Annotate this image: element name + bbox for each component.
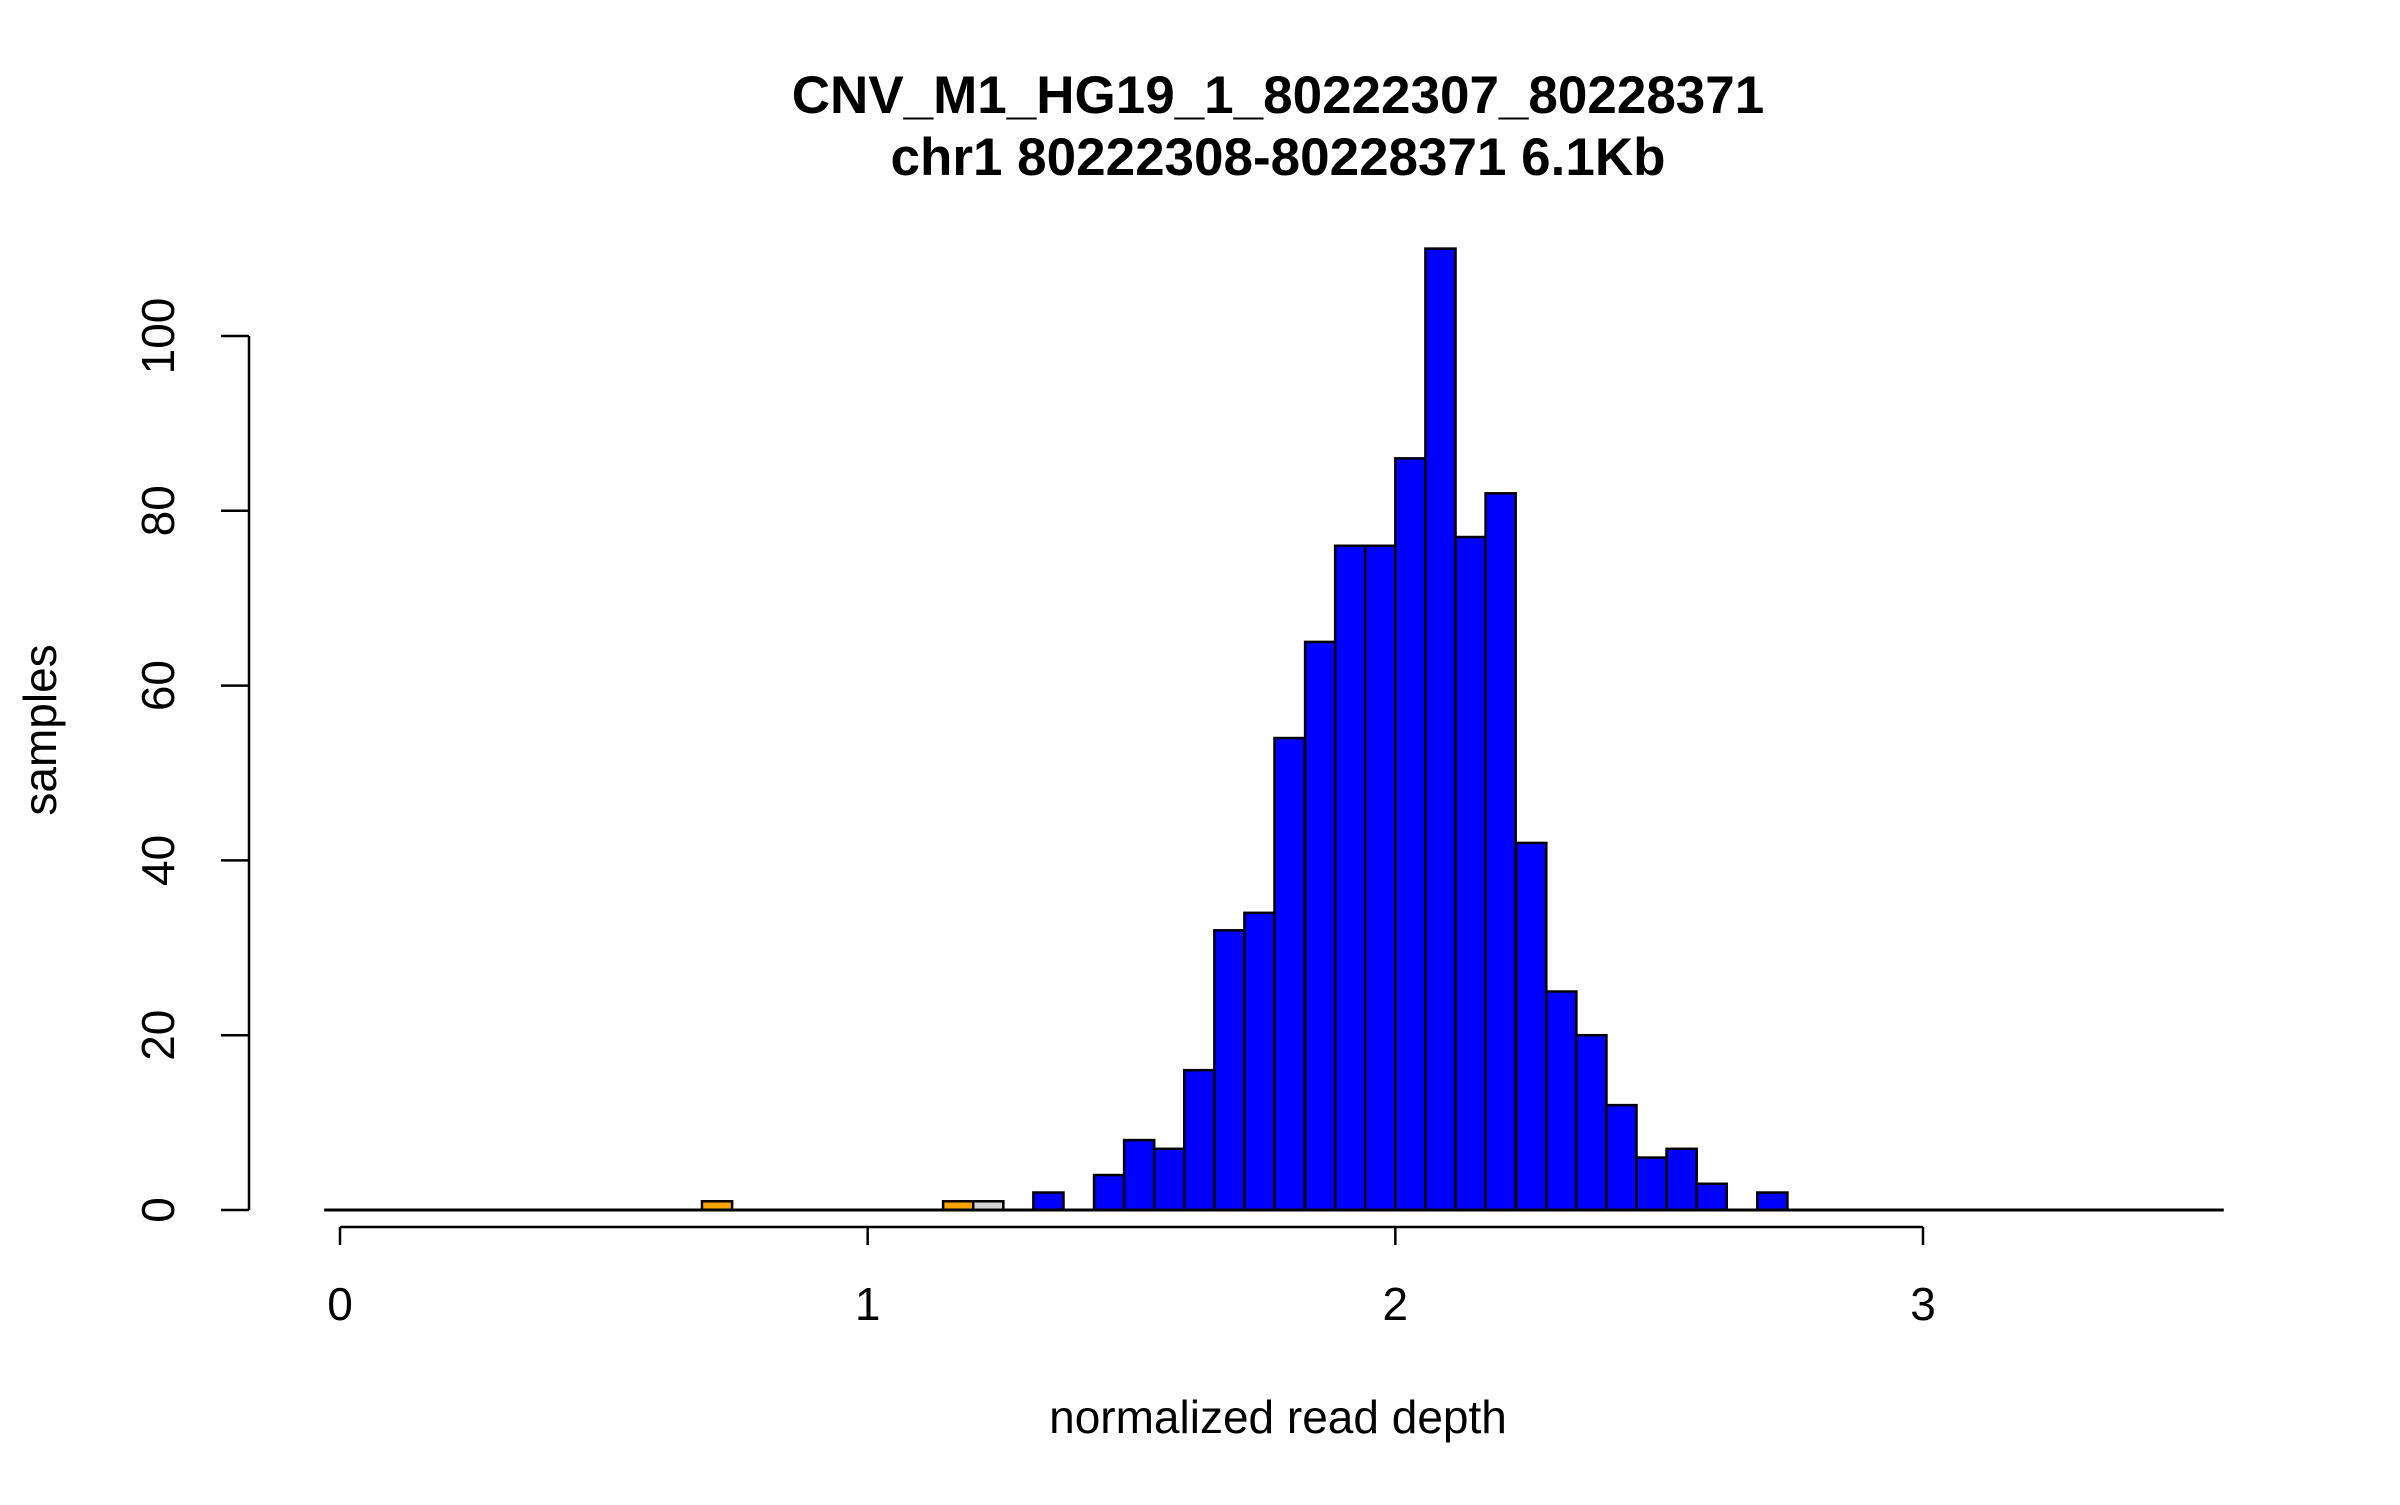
histogram-bar xyxy=(1635,1156,1668,1212)
histogram-bar xyxy=(1665,1147,1698,1212)
histogram-bar xyxy=(1092,1173,1126,1212)
x-tick-label: 3 xyxy=(1910,1278,1936,1330)
histogram-bar xyxy=(1032,1191,1065,1212)
y-tick-label: 20 xyxy=(132,1010,184,1061)
histogram-bar xyxy=(1394,457,1427,1212)
x-tick-label: 0 xyxy=(327,1278,353,1330)
histogram-bar xyxy=(1122,1138,1156,1212)
histogram-bar xyxy=(1152,1147,1186,1212)
chart-title: CNV_M1_HG19_1_80222307_80228371 xyxy=(792,66,1764,125)
histogram-bar xyxy=(1364,544,1397,1212)
histogram-bar xyxy=(1454,535,1487,1212)
histogram-bar xyxy=(1243,911,1276,1212)
y-tick-label: 60 xyxy=(132,660,184,711)
histogram-bars xyxy=(700,247,1789,1212)
histogram-bar xyxy=(1484,492,1517,1212)
y-axis: 0 20 40 60 80 100 xyxy=(132,298,251,1223)
histogram-bar xyxy=(1544,990,1578,1212)
y-axis-label: samples xyxy=(14,644,66,815)
histogram-bar xyxy=(1213,929,1246,1212)
x-tick-label: 1 xyxy=(855,1278,881,1330)
histogram-bar xyxy=(1514,841,1548,1212)
histogram-bar xyxy=(1575,1033,1608,1212)
x-axis: 0 1 2 3 xyxy=(327,1225,1936,1330)
histogram-bar xyxy=(1756,1191,1789,1212)
y-tick-label: 80 xyxy=(132,485,184,536)
histogram-bar xyxy=(1183,1068,1216,1212)
x-tick-label: 2 xyxy=(1383,1278,1409,1330)
y-tick-label: 100 xyxy=(132,298,184,375)
histogram-bar xyxy=(1695,1182,1729,1212)
histogram-bar xyxy=(1303,640,1337,1212)
histogram-bar xyxy=(1333,544,1367,1212)
y-tick-label: 0 xyxy=(132,1197,184,1223)
histogram-bar xyxy=(1424,247,1457,1212)
histogram-bar xyxy=(1273,736,1306,1212)
x-axis-label: normalized read depth xyxy=(1049,1391,1507,1443)
chart-subtitle: chr1 80222308-80228371 6.1Kb xyxy=(891,128,1666,187)
histogram-bar xyxy=(1605,1103,1638,1212)
y-tick-label: 40 xyxy=(132,835,184,886)
